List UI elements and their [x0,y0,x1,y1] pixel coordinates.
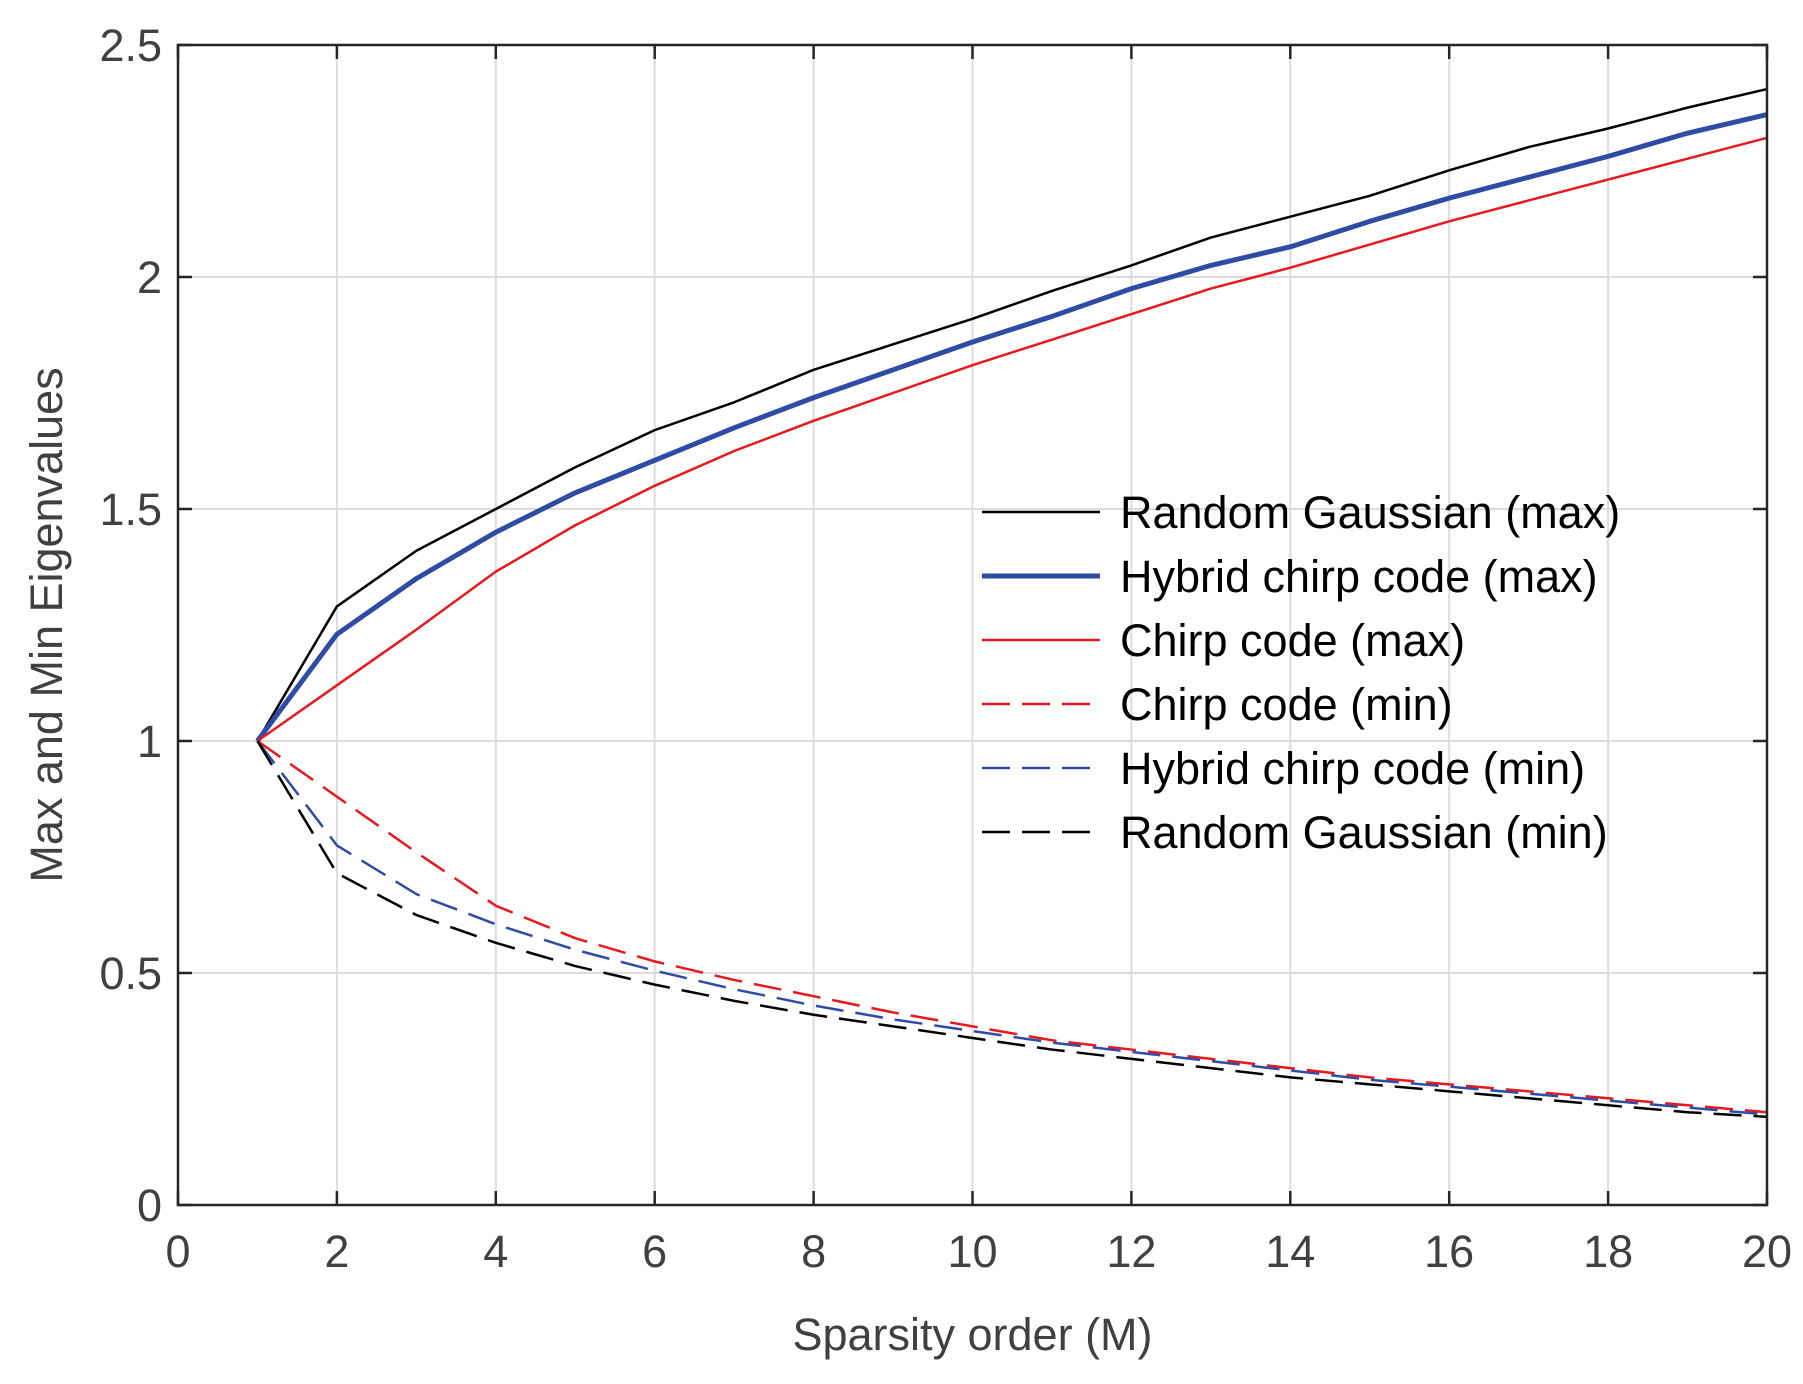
x-tick-labels: 0 2 4 6 8 10 12 14 16 18 20 [165,1226,1792,1277]
legend-label-3: Chirp code (max) [1120,615,1465,666]
y-tick-label: 1.5 [99,484,162,535]
legend-label-1: Random Gaussian (max) [1120,487,1620,538]
x-tick-label: 0 [165,1226,190,1277]
x-tick-label: 20 [1742,1226,1792,1277]
y-tick-label: 0 [137,1180,162,1231]
grid-lines [178,45,1767,1205]
x-tick-label: 8 [801,1226,826,1277]
series-line-1 [256,87,1768,742]
legend-label-4: Chirp code (min) [1120,679,1453,730]
x-tick-label: 4 [483,1226,508,1277]
series-line-4 [256,739,1768,1114]
x-tick-label: 6 [642,1226,667,1277]
y-axis-label: Max and Min Eigenvalues [21,367,72,882]
legend: Random Gaussian (max) Hybrid chirp code (… [982,487,1620,858]
axis-ticks [176,43,1769,1207]
x-axis-label: Sparsity order (M) [792,1309,1152,1360]
legend-label-6: Random Gaussian (min) [1120,807,1608,858]
x-tick-label: 10 [947,1226,997,1277]
y-tick-label: 2.5 [99,20,162,71]
x-tick-label: 18 [1583,1226,1633,1277]
series-line-6 [256,740,1768,1119]
legend-label-5: Hybrid chirp code (min) [1120,743,1585,794]
y-tick-labels: 0 0.5 1 1.5 2 2.5 [99,20,162,1231]
series-line-3 [256,136,1768,743]
y-tick-label: 0.5 [99,948,162,999]
x-tick-label: 16 [1424,1226,1474,1277]
series-line-2 [255,112,1768,743]
x-tick-label: 2 [324,1226,349,1277]
series-line-5 [256,740,1768,1116]
x-tick-label: 14 [1265,1226,1315,1277]
series-lines [255,87,1768,1119]
x-tick-label: 12 [1106,1226,1156,1277]
y-tick-label: 1 [137,716,162,767]
y-tick-label: 2 [137,252,162,303]
legend-label-2: Hybrid chirp code (max) [1120,551,1598,602]
